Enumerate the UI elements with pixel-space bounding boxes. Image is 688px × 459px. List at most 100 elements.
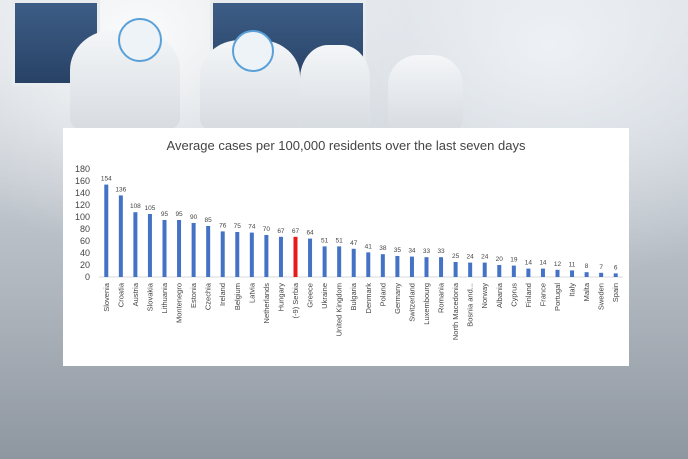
category-label: Romania [437, 282, 446, 313]
category-label: Ukraine [320, 283, 329, 309]
face-shield [232, 30, 274, 72]
bar [482, 262, 487, 277]
bar [104, 184, 109, 277]
value-label: 19 [510, 257, 518, 264]
category-label: Slovenia [102, 282, 111, 312]
value-label: 74 [248, 224, 256, 231]
value-label: 11 [569, 261, 576, 268]
value-label: 47 [350, 240, 358, 247]
category-label: Ireland [218, 283, 227, 306]
category-label: Malta [582, 282, 591, 301]
bar [191, 223, 196, 277]
value-label: 51 [336, 237, 344, 244]
bar [453, 262, 458, 277]
category-label: Lithuania [160, 282, 169, 313]
value-label: 8 [585, 263, 589, 270]
protective-suit-figure [388, 55, 463, 130]
category-label: Switzerland [407, 283, 416, 322]
bar [133, 212, 138, 277]
category-label: (-9) Serbia [291, 282, 300, 318]
category-label: Denmark [364, 283, 373, 314]
bar [235, 232, 240, 277]
chart-title: Average cases per 100,000 residents over… [166, 138, 526, 153]
value-label: 51 [321, 237, 329, 244]
value-label: 6 [614, 264, 618, 271]
category-label: Sweden [597, 283, 606, 310]
category-label: Luxembourg [422, 283, 431, 325]
value-label: 33 [423, 248, 431, 255]
bar [526, 268, 531, 277]
value-label: 67 [277, 228, 285, 235]
category-label: Slovakia [145, 282, 154, 311]
y-tick-label: 180 [75, 164, 90, 174]
value-label: 35 [394, 247, 402, 254]
value-label: 12 [554, 261, 562, 268]
protective-suit-figure [300, 45, 370, 130]
bar [322, 246, 327, 277]
bar [264, 235, 269, 277]
value-label: 25 [452, 253, 460, 260]
bar [497, 265, 502, 277]
value-label: 108 [130, 203, 141, 210]
category-label: Montenegro [175, 283, 184, 323]
value-label: 20 [496, 256, 504, 263]
value-label: 33 [437, 248, 445, 255]
chart-card: Average cases per 100,000 residents over… [63, 128, 629, 366]
bar [409, 256, 414, 277]
y-tick-label: 120 [75, 200, 90, 210]
bar [308, 238, 313, 277]
bar [424, 257, 429, 277]
value-label: 85 [205, 217, 213, 224]
bar [395, 256, 400, 277]
category-label: Czechia [204, 282, 213, 310]
bar [118, 195, 123, 277]
value-label: 34 [408, 248, 416, 255]
y-tick-label: 60 [80, 236, 90, 246]
value-label: 14 [525, 260, 533, 267]
y-tick-label: 140 [75, 188, 90, 198]
category-label: Austria [131, 282, 140, 306]
bar [613, 273, 618, 277]
bar [147, 214, 152, 277]
bar [293, 236, 298, 277]
value-label: 95 [161, 211, 169, 218]
y-tick-label: 20 [80, 260, 90, 270]
y-tick-label: 80 [80, 224, 90, 234]
y-tick-label: 0 [85, 272, 90, 282]
category-label: Bosnia and... [466, 283, 475, 327]
category-label: Germany [393, 283, 402, 314]
category-label: Estonia [189, 282, 198, 308]
category-label: Croatia [116, 282, 125, 307]
bar [337, 246, 342, 277]
category-label: Greece [306, 283, 315, 308]
category-label: Poland [378, 283, 387, 306]
category-label: Netherlands [262, 283, 271, 324]
value-label: 7 [599, 264, 603, 271]
category-label: Norway [480, 283, 489, 309]
bar [599, 272, 604, 277]
bar [366, 252, 371, 277]
category-label: France [538, 283, 547, 306]
value-label: 24 [481, 254, 489, 261]
bar [206, 226, 211, 277]
bar [584, 272, 589, 277]
value-label: 95 [175, 211, 183, 218]
category-label: United Kingdom [335, 283, 344, 336]
bar [177, 220, 182, 277]
value-label: 76 [219, 222, 227, 229]
category-label: Albania [495, 282, 504, 308]
bar [570, 270, 575, 277]
bar [511, 265, 516, 277]
bar [351, 248, 356, 277]
value-label: 75 [234, 223, 242, 230]
bar [555, 269, 560, 277]
bar [540, 268, 545, 277]
y-tick-label: 160 [75, 176, 90, 186]
category-label: Hungary [276, 283, 285, 312]
category-label: Italy [568, 283, 577, 297]
value-label: 154 [101, 176, 112, 183]
bar [249, 232, 254, 277]
bar [220, 231, 225, 277]
face-shield [118, 18, 162, 62]
value-label: 136 [115, 186, 126, 193]
